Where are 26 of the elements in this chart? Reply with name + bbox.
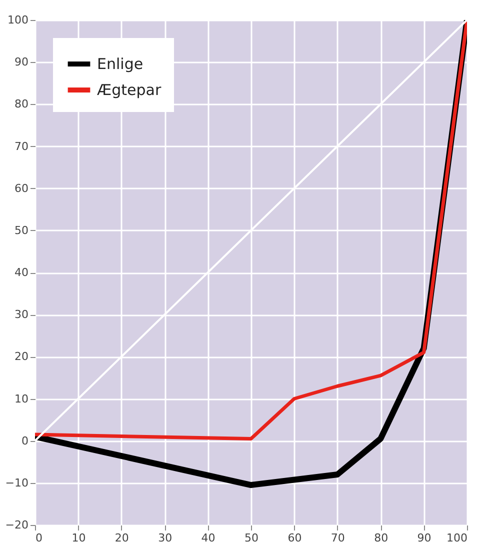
x-tick-label: 40	[201, 532, 216, 544]
x-tick-label: 10	[72, 532, 86, 544]
x-tick-label: 20	[114, 532, 129, 544]
y-tick-label: 80	[14, 98, 28, 111]
x-tick-label: 0	[36, 532, 42, 544]
legend-label: Enlige	[97, 55, 144, 73]
y-tick-label: 40	[14, 266, 28, 279]
legend-label: Ægtepar	[97, 81, 162, 99]
y-tick-label: 10	[14, 392, 28, 406]
y-tick-label: 30	[14, 308, 28, 322]
x-tick-label: 70	[330, 532, 345, 544]
y-tick-label: 0	[22, 434, 28, 448]
x-tick-label: 30	[158, 532, 172, 544]
x-tick-label: 60	[288, 532, 302, 544]
y-tick-label: 20	[14, 350, 28, 364]
y-tick-label: 60	[14, 182, 28, 195]
x-tick-label: 90	[417, 532, 432, 544]
x-tick-label: 100	[446, 532, 468, 544]
y-tick-label: −20	[5, 518, 28, 532]
y-tick-label: 70	[14, 140, 28, 153]
y-tick-label: 50	[14, 224, 28, 237]
y-tick-label: 100	[8, 14, 28, 26]
y-tick-label: −10	[5, 476, 28, 490]
x-tick-label: 50	[244, 532, 258, 544]
y-tick-label: 90	[14, 56, 28, 69]
x-tick-label: 80	[374, 532, 388, 544]
